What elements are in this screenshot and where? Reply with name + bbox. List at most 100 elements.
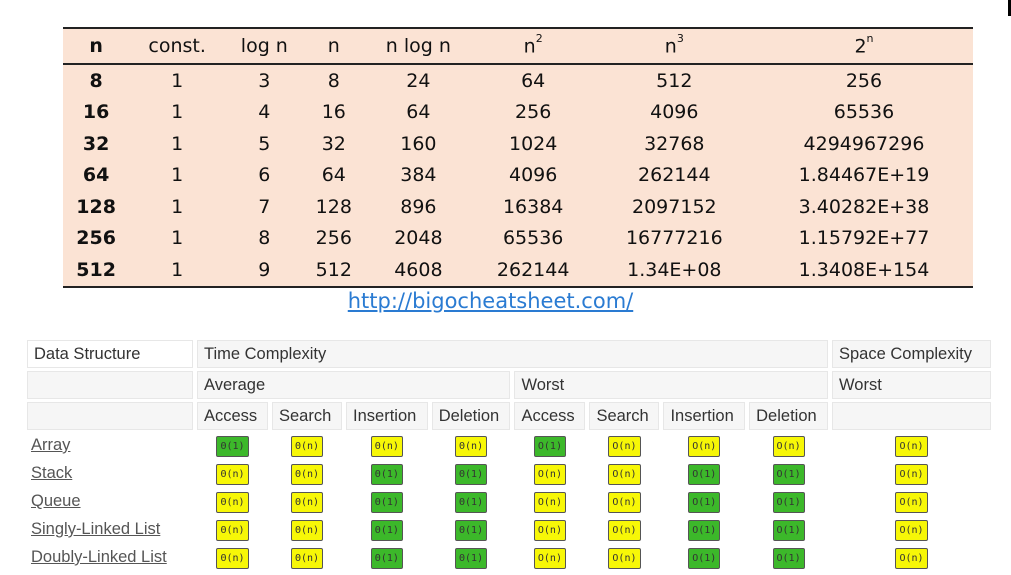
data-structure-link[interactable]: Array <box>31 436 71 454</box>
header-worst: Worst <box>514 371 828 399</box>
bigocheatsheet-link[interactable]: http://bigocheatsheet.com/ <box>347 289 634 313</box>
complexity-cell: Θ(n) <box>197 461 268 486</box>
data-structure-link[interactable]: Singly-Linked List <box>31 520 161 538</box>
complexity-cell: O(n) <box>832 433 991 458</box>
complexity-cell: Θ(n) <box>432 433 511 458</box>
cell-two-pow-n: 1.15792E+77 <box>798 227 930 250</box>
complexity-badge: O(n) <box>688 435 721 457</box>
cell-const: 1 <box>171 227 184 250</box>
complexity-badge: O(n) <box>533 547 566 569</box>
complexity-badge: O(1) <box>772 491 805 513</box>
cell-linear-n: 64 <box>321 164 346 187</box>
complexity-cell: O(1) <box>663 461 745 486</box>
header-n: n <box>89 35 103 57</box>
complexity-cell: O(1) <box>749 545 828 570</box>
complexity-cell: O(n) <box>589 433 659 458</box>
complexity-cell: O(1) <box>663 517 745 542</box>
header-n-cubed: n3 <box>664 31 684 58</box>
complexity-badge: Θ(n) <box>370 435 403 457</box>
complexity-badge: O(n) <box>533 463 566 485</box>
header-op-access: Access <box>514 402 586 430</box>
complexity-badge: O(n) <box>608 547 641 569</box>
complexity-cell: O(1) <box>749 461 828 486</box>
complexity-badge: O(1) <box>688 519 721 541</box>
bigo-header-row-1: Data Structure Time Complexity Space Com… <box>27 340 991 368</box>
complexity-cell: O(1) <box>514 433 585 458</box>
complexity-cell: O(1) <box>749 489 828 514</box>
data-structure-row: Stack Θ(n) Θ(n) Θ(1) Θ(1) O(n) O(n) O(1) O(1) O(n… <box>27 461 991 486</box>
complexity-badge: Θ(1) <box>455 463 488 485</box>
complexity-cell: O(n) <box>589 545 659 570</box>
complexity-cell: Θ(n) <box>272 517 342 542</box>
complexity-badge: Θ(1) <box>370 547 403 569</box>
cell-log-n: 4 <box>258 101 271 124</box>
growth-row: 64 1 6 64 384 4096 262144 1.84467E+19 <box>63 160 973 192</box>
cell-n-squared: 1024 <box>508 132 558 155</box>
complexity-badge: O(n) <box>608 435 641 457</box>
cell-n-squared: 64 <box>521 69 546 92</box>
complexity-cell: O(n) <box>832 489 991 514</box>
complexity-cell: O(n) <box>663 433 745 458</box>
complexity-badge: O(1) <box>772 519 805 541</box>
complexity-badge: O(n) <box>533 491 566 513</box>
header-n-squared: n2 <box>523 31 543 58</box>
complexity-cell: O(n) <box>589 517 659 542</box>
growth-row: 256 1 8 256 2048 65536 16777216 1.15792E+77 <box>63 223 973 255</box>
complexity-cell: Θ(n) <box>346 433 428 458</box>
header-op-insertion: Insertion <box>346 402 428 430</box>
cell-linear-n: 8 <box>327 69 340 92</box>
complexity-badge: Θ(1) <box>455 547 488 569</box>
complexity-badge: O(1) <box>688 491 721 513</box>
complexity-badge: Θ(1) <box>455 491 488 513</box>
complexity-badge: O(n) <box>533 519 566 541</box>
growth-row: 128 1 7 128 896 16384 2097152 3.40282E+38 <box>63 191 973 223</box>
cell-const: 1 <box>171 69 184 92</box>
complexity-cell: O(n) <box>589 461 659 486</box>
header-blank <box>27 371 193 399</box>
complexity-badge: O(n) <box>895 463 928 485</box>
cell-linear-n: 256 <box>315 227 352 250</box>
cell-two-pow-n: 1.84467E+19 <box>798 164 930 187</box>
cell-n-cubed: 2097152 <box>632 195 717 218</box>
cell-log-n: 3 <box>258 69 271 92</box>
complexity-cell: Θ(1) <box>197 433 268 458</box>
data-structure-row: Doubly-Linked List Θ(n) Θ(n) Θ(1) Θ(1) O(n) O(… <box>27 545 991 570</box>
complexity-badge: Θ(n) <box>216 463 249 485</box>
cell-n: 128 <box>76 195 116 218</box>
data-structure-name-cell: Queue <box>27 489 193 514</box>
complexity-badge: Θ(n) <box>290 463 324 485</box>
data-structure-row: Singly-Linked List Θ(n) Θ(n) Θ(1) Θ(1) O(n) O(… <box>27 517 991 542</box>
header-blank <box>832 402 991 430</box>
complexity-badge: O(n) <box>772 435 805 457</box>
header-op-deletion: Deletion <box>749 402 828 430</box>
complexity-cell: Θ(1) <box>346 517 428 542</box>
header-space-complexity: Space Complexity <box>832 340 991 368</box>
data-structure-link[interactable]: Doubly-Linked List <box>31 548 167 566</box>
cell-n-log-n: 64 <box>406 101 431 124</box>
complexity-badge: O(n) <box>608 463 641 485</box>
cell-const: 1 <box>171 195 184 218</box>
cell-n-cubed: 32768 <box>644 132 705 155</box>
data-structure-link[interactable]: Stack <box>31 464 73 482</box>
complexity-cell: Θ(n) <box>197 517 268 542</box>
complexity-cell: O(n) <box>832 517 991 542</box>
complexity-badge: Θ(n) <box>290 491 324 513</box>
cell-n-log-n: 896 <box>400 195 437 218</box>
complexity-cell: Θ(1) <box>346 489 428 514</box>
cell-two-pow-n: 4294967296 <box>803 132 925 155</box>
cell-linear-n: 128 <box>315 195 352 218</box>
header-const: const. <box>148 35 206 57</box>
complexity-cell: O(n) <box>514 545 585 570</box>
cell-linear-n: 32 <box>321 132 346 155</box>
complexity-cell: O(n) <box>832 461 991 486</box>
complexity-badge: Θ(n) <box>290 547 324 569</box>
data-structure-link[interactable]: Queue <box>31 492 81 510</box>
cell-n-cubed: 4096 <box>650 101 699 124</box>
growth-row: 8 1 3 8 24 64 512 256 <box>63 64 973 97</box>
cell-linear-n: 16 <box>321 101 346 124</box>
complexity-badge: O(n) <box>895 435 928 457</box>
complexity-badge: Θ(n) <box>216 547 249 569</box>
cell-n: 512 <box>76 258 116 281</box>
complexity-badge: O(n) <box>895 491 928 513</box>
header-time-complexity: Time Complexity <box>197 340 828 368</box>
